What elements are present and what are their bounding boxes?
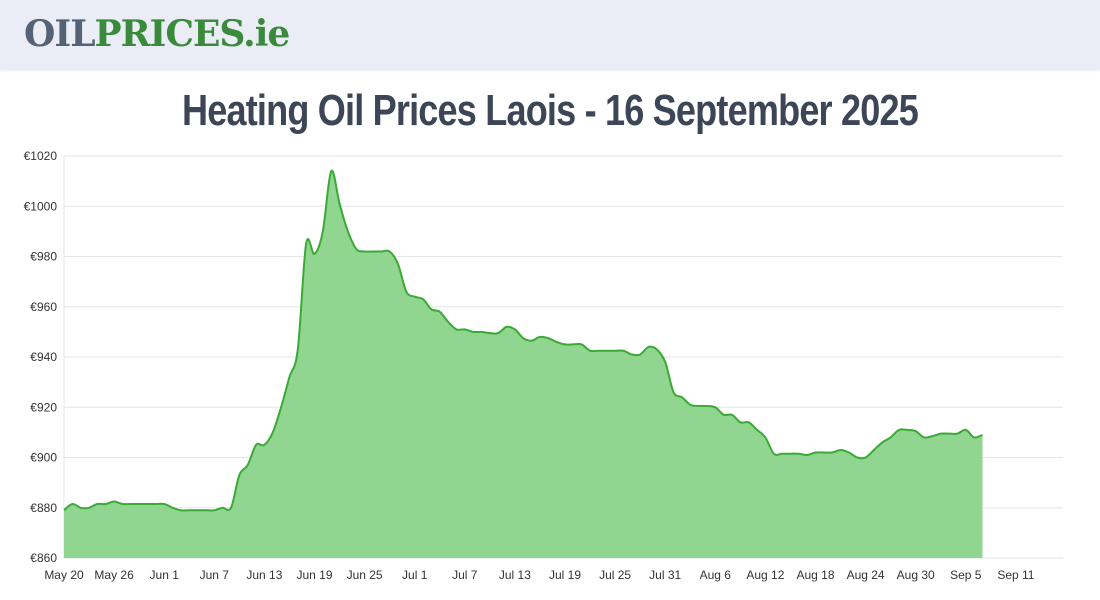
x-axis-labels: May 20 May 26 Jun 1 Jun 7 Jun 13 Jun 19 Jun 25…: [44, 568, 1034, 582]
page-title: Heating Oil Prices Laois - 16 September …: [182, 86, 919, 135]
x-tick-label: Aug 18: [796, 568, 834, 582]
x-tick-label: Jun 13: [246, 568, 282, 582]
x-tick-label: Sep 5: [950, 568, 982, 582]
x-tick-label: Jul 1: [402, 568, 428, 582]
x-tick-label: Jun 19: [296, 568, 332, 582]
y-tick-label: €960: [30, 300, 57, 314]
x-tick-label: Jul 7: [452, 568, 478, 582]
logo-text-ie: .ie: [243, 13, 290, 55]
x-tick-label: Jul 19: [549, 568, 581, 582]
y-tick-label: €1020: [24, 149, 58, 163]
x-tick-label: Aug 24: [847, 568, 885, 582]
x-tick-label: Jun 1: [150, 568, 180, 582]
x-tick-label: Jul 13: [499, 568, 531, 582]
x-tick-label: May 20: [44, 568, 84, 582]
price-chart: €860 €880 €900 €920 €940 €960 €980 €1000 €1020 M…: [24, 149, 1063, 582]
x-tick-label: Jul 25: [599, 568, 631, 582]
x-tick-label: Aug 30: [897, 568, 935, 582]
price-area: [64, 170, 983, 558]
x-tick-label: Jun 25: [347, 568, 383, 582]
x-tick-label: Sep 11: [997, 568, 1034, 582]
y-tick-label: €1000: [24, 199, 58, 213]
y-tick-label: €920: [30, 400, 57, 414]
y-tick-label: €980: [30, 250, 57, 264]
x-tick-label: May 26: [94, 568, 134, 582]
logo-text-oil: OIL: [24, 13, 96, 55]
y-tick-label: €900: [30, 451, 57, 465]
price-line: [63, 169, 983, 512]
y-tick-label: €880: [30, 501, 57, 515]
x-tick-label: Jul 31: [649, 568, 681, 582]
site-header: OILPRICES.ie: [0, 0, 1100, 70]
logo-text-prices: PRICES: [94, 13, 245, 55]
y-tick-label: €860: [30, 551, 57, 565]
x-tick-label: Jun 7: [200, 568, 230, 582]
y-tick-label: €940: [30, 350, 57, 364]
x-tick-label: Aug 12: [746, 568, 784, 582]
site-logo[interactable]: OILPRICES.ie: [24, 13, 290, 55]
x-tick-label: Aug 6: [700, 568, 732, 582]
y-axis-labels: €860 €880 €900 €920 €940 €960 €980 €1000 €1020: [24, 149, 58, 565]
